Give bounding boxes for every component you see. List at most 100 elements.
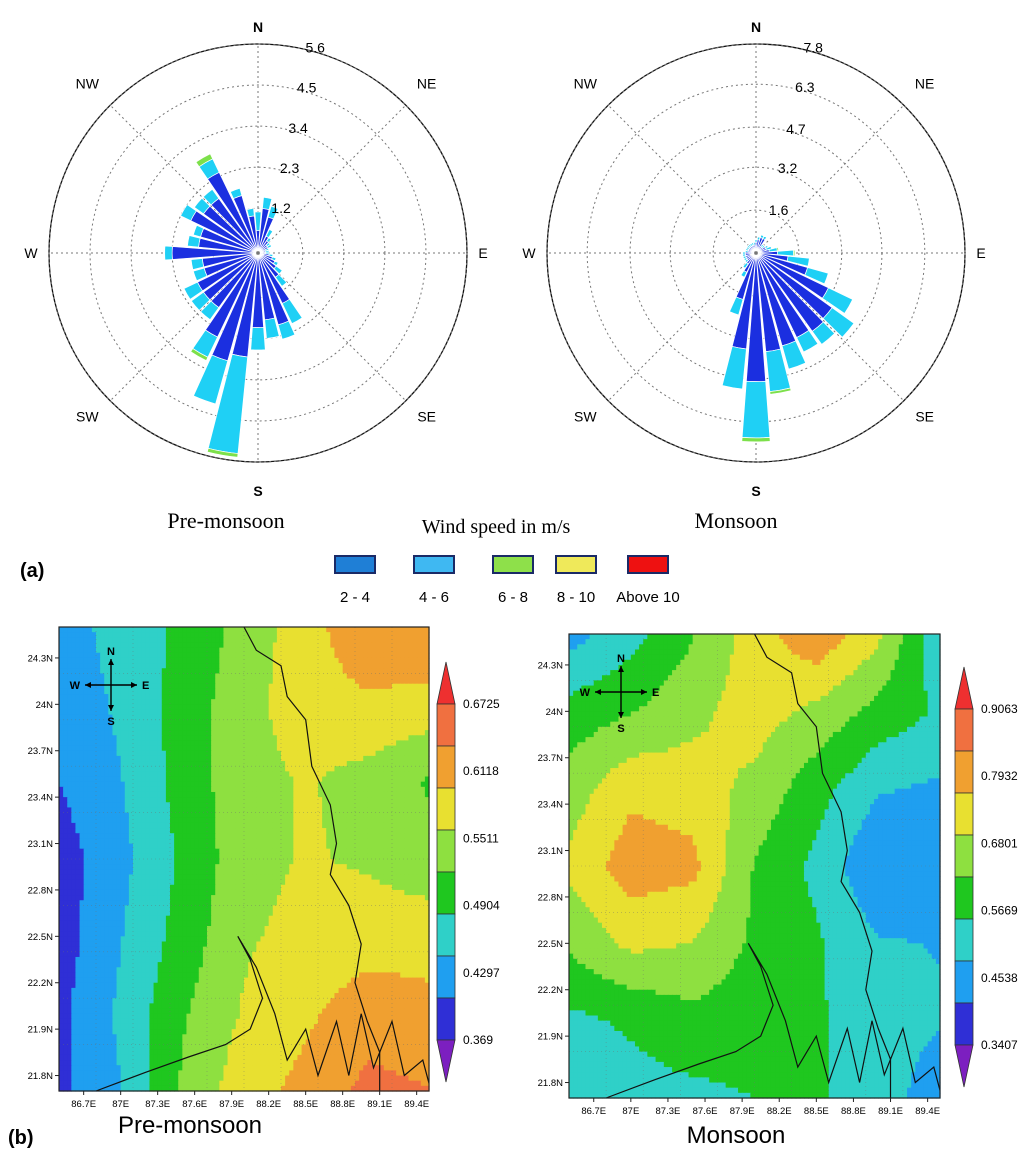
y-tick-label: 22.2N bbox=[538, 985, 563, 996]
colorbar-segment bbox=[436, 913, 456, 957]
windrose-1-title: Pre-monsoon bbox=[167, 508, 284, 533]
rose-petal-4-6 bbox=[281, 298, 303, 325]
y-tick-label: 21.9N bbox=[538, 1032, 563, 1043]
rose-petal-4-6 bbox=[246, 208, 255, 218]
legend-item: 8 - 10 bbox=[555, 555, 597, 606]
rose-petal-4-6 bbox=[762, 235, 768, 241]
map-1-title: Pre-monsoon bbox=[118, 1112, 262, 1139]
border-line bbox=[753, 633, 892, 1098]
colorbar-tick-label: 0.369 bbox=[463, 1033, 493, 1047]
legend-swatch bbox=[334, 555, 376, 574]
colorbar-segment bbox=[436, 997, 456, 1041]
colorbar-segment bbox=[954, 834, 974, 878]
rose-petal-4-6 bbox=[786, 255, 810, 267]
compass-label: N bbox=[617, 653, 625, 665]
colorbar-segment bbox=[954, 792, 974, 836]
x-tick-label: 87E bbox=[622, 1106, 639, 1117]
coastline bbox=[95, 935, 430, 1092]
rose-petal-4-6 bbox=[765, 245, 772, 251]
rose-petal-4-6 bbox=[742, 253, 747, 257]
y-tick-label: 21.9N bbox=[28, 1025, 53, 1036]
rose-petal-4-6 bbox=[796, 329, 819, 353]
rose-petal-4-6 bbox=[811, 321, 836, 345]
colorbar-segment bbox=[954, 666, 974, 710]
contour-field bbox=[569, 634, 941, 1099]
compass-rose: N S W E bbox=[580, 653, 660, 735]
legend-swatch bbox=[627, 555, 669, 574]
rose-petal-6-8 bbox=[741, 436, 771, 443]
rose-petal-4-6 bbox=[754, 239, 758, 243]
rose-petal-4-6 bbox=[273, 265, 283, 275]
rose-ring bbox=[669, 166, 843, 340]
rose-direction-label: S bbox=[751, 483, 760, 499]
rose-petal-4-6 bbox=[187, 235, 201, 248]
legend-label: 2 - 4 bbox=[340, 589, 370, 606]
legend-label: Above 10 bbox=[616, 589, 679, 606]
windrose-pre-monsoon: 1.2 2.3 3.4 4.5 5.6 N NE E SE S SW W NW bbox=[24, 19, 487, 499]
legend-label: 8 - 10 bbox=[557, 589, 595, 606]
rose-direction-label: NE bbox=[417, 75, 436, 91]
rose-direction-label: W bbox=[24, 245, 38, 261]
y-tick-label: 22.2N bbox=[28, 978, 53, 989]
x-tick-label: 87.3E bbox=[656, 1106, 681, 1117]
rose-petal-4-6 bbox=[742, 262, 749, 269]
compass-label: N bbox=[107, 646, 115, 658]
colorbar-segment bbox=[436, 955, 456, 999]
rose-petal-4-6 bbox=[729, 296, 744, 316]
y-tick-label: 21.8N bbox=[28, 1071, 53, 1082]
colorbar-segment bbox=[436, 871, 456, 915]
compass-label: E bbox=[652, 687, 659, 699]
rose-petal-4-6 bbox=[266, 237, 272, 243]
y-tick-label: 21.8N bbox=[538, 1078, 563, 1089]
rose-direction-label: NW bbox=[76, 75, 100, 91]
y-tick-label: 23.4N bbox=[538, 800, 563, 811]
y-tick-label: 24.3N bbox=[538, 660, 563, 671]
legend-swatch bbox=[413, 555, 455, 574]
legend-item: 6 - 8 bbox=[492, 555, 534, 606]
rose-petal-4-6 bbox=[192, 224, 205, 238]
y-tick-label: 24N bbox=[36, 700, 54, 711]
rose-direction-label: SE bbox=[915, 409, 934, 425]
x-tick-label: 89.1E bbox=[367, 1099, 392, 1110]
x-tick-label: 89.4E bbox=[404, 1099, 429, 1110]
rose-direction-label: SE bbox=[417, 409, 436, 425]
y-tick-label: 23.1N bbox=[28, 839, 53, 850]
rose-direction-label: E bbox=[478, 245, 487, 261]
windrose-2-title: Monsoon bbox=[694, 508, 777, 533]
rose-petal-4-6 bbox=[180, 204, 197, 222]
y-tick-label: 22.5N bbox=[28, 932, 53, 943]
colorbar-segment bbox=[954, 1044, 974, 1088]
y-tick-label: 22.5N bbox=[538, 939, 563, 950]
rose-ring-label: 1.2 bbox=[271, 200, 291, 216]
compass-label: S bbox=[617, 723, 624, 735]
rose-petal-4-6 bbox=[164, 245, 173, 261]
map-frame bbox=[58, 626, 430, 1092]
rose-petal-4-6 bbox=[265, 242, 271, 247]
rose-direction-label: NW bbox=[574, 75, 598, 91]
panel-a-label: (a) bbox=[20, 560, 44, 582]
rose-petal-6-8 bbox=[793, 249, 796, 257]
rose-ring-label: 1.6 bbox=[769, 202, 789, 218]
rose-ring-label: 2.3 bbox=[280, 160, 300, 176]
contour-map-monsoon: 86.7E 87E 87.3E 87.6E 87.9E 88.2E 88.5E 88.8E 89… bbox=[538, 633, 1018, 1117]
x-tick-label: 89.4E bbox=[915, 1106, 940, 1117]
windrose-monsoon: 1.6 3.2 4.7 6.3 7.8 N NE E SE S SW W NW bbox=[522, 19, 985, 499]
rose-ring-label: 4.5 bbox=[297, 80, 317, 96]
rose-petal-4-6 bbox=[266, 244, 272, 249]
legend-title: Wind speed in m/s bbox=[422, 516, 571, 538]
legend-item: Above 10 bbox=[616, 555, 680, 606]
rose-petal-4-6 bbox=[254, 211, 262, 232]
colorbar-tick-label: 0.9063 bbox=[981, 702, 1018, 716]
colorbar-tick-label: 0.4904 bbox=[463, 899, 500, 913]
rose-petal-4-6 bbox=[777, 249, 794, 257]
legend-swatch bbox=[555, 555, 597, 574]
x-tick-label: 87E bbox=[112, 1099, 129, 1110]
colorbar-segment bbox=[436, 787, 456, 831]
rose-petal-4-6 bbox=[193, 354, 229, 405]
panel-b-label: (b) bbox=[8, 1127, 34, 1149]
wind-speed-legend: 2 - 4 4 - 6 6 - 8 8 - 10 Above 10 bbox=[334, 555, 680, 606]
rose-ring-label: 3.2 bbox=[778, 160, 798, 176]
y-tick-label: 23.7N bbox=[28, 746, 53, 757]
rose-petal-4-6 bbox=[200, 300, 220, 321]
rose-petal-4-6 bbox=[229, 187, 243, 200]
